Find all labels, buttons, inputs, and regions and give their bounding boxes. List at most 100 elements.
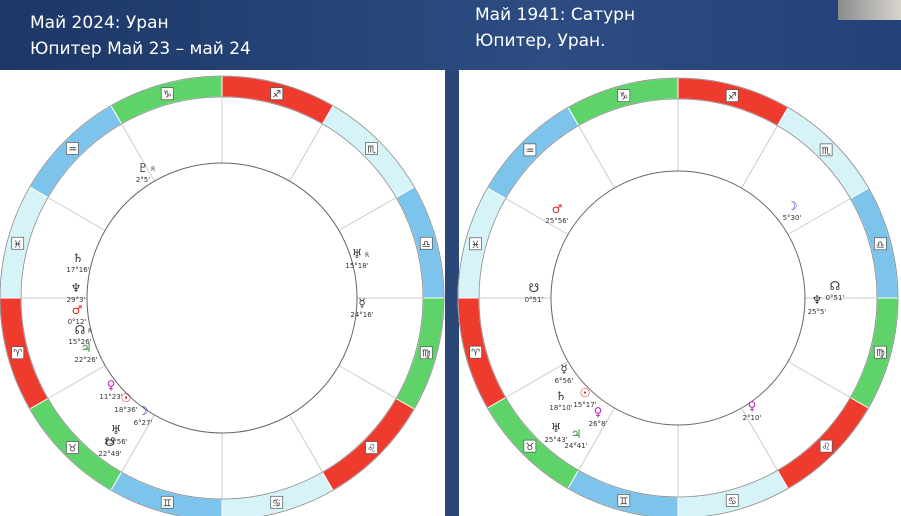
planet-degree: 22°26' [74,356,97,364]
planet-degree: 15°26' [68,338,91,346]
planet-degree: 11°23' [99,393,122,401]
planet-degree: 2°5' [136,176,150,184]
house-line [338,365,397,399]
sign-box [819,143,833,157]
sign-box [11,236,25,250]
sign-box [270,87,284,101]
sign-box [419,236,433,250]
planet-degree: 18°36' [114,406,137,414]
planet-degree: 26°8' [589,420,608,428]
outer-circle [457,77,899,516]
sign-box [160,87,174,101]
planet-glyph: ☉ [580,386,591,400]
house-line [47,365,106,399]
sign-glyph: ♉ [68,444,77,455]
sign-box [66,441,79,454]
sign-box [874,237,887,251]
sign-box [874,345,887,359]
planet-degree: 25°5' [808,308,827,316]
header-line: Май 1941: Сатурн [475,5,636,25]
sign-glyph: ♉ [525,442,534,453]
house-line [741,407,778,471]
planet-degree: 2°10' [743,414,762,422]
planet-degree: 6°27' [134,419,153,427]
planet-glyph: ☿ [560,362,567,376]
sign-glyph: ♊ [619,496,628,507]
planet-glyph: ♀ [107,378,116,392]
sign-box [725,494,739,507]
planet-degree: 0°51' [826,294,845,302]
planet-glyph: ♃ [81,341,92,355]
house-line [578,407,615,471]
planet-glyph: ♆ [812,293,823,307]
planet-degree: 29°3' [67,296,86,304]
sign-glyph: ♋ [728,496,737,507]
sign-glyph: ♎ [876,240,885,251]
planet-glyph: ♄ [73,251,84,265]
sign-glyph: ♏ [367,144,376,155]
sign-glyph: ♏ [822,146,831,157]
sign-glyph: ♍ [876,348,885,359]
sign-glyph: ♒ [68,144,77,155]
sign-box [270,495,284,509]
planet-glyph: ♀ [748,399,757,413]
planet-glyph: ☉ [121,391,132,405]
planet-degree: 0°51' [525,296,544,304]
house-line [47,197,106,231]
planet-glyph: ☋ [529,281,540,295]
sign-box [469,237,482,251]
sign-glyph: ♋ [272,498,281,509]
planet-glyph: ♂ [552,202,563,216]
sign-glyph: ♌ [822,442,831,453]
house-line [505,198,569,235]
sign-glyph: ♐ [728,92,737,103]
planet-degree: 18°10' [549,404,572,412]
sign-glyph: ♓ [471,240,480,251]
ring-inner-circle [478,98,878,498]
video-thumbnail [838,0,901,20]
header-left: Май 2024: Уран Юпитер Май 23 – май 24 [30,10,251,62]
planet-glyph: ☽ [138,404,149,418]
retrograde-mark: R [365,252,369,259]
sign-box [365,142,378,155]
sign-glyph: ♈ [471,348,480,359]
header-line: Юпитер Май 23 – май 24 [30,39,251,59]
sign-box [523,439,537,453]
planet-degree: 25°56' [104,438,127,446]
sign-glyph: ♑ [619,92,628,103]
planet-glyph: ♀ [594,405,603,419]
inner-circle [86,162,358,434]
house-line [121,414,155,473]
house-line [741,125,778,189]
sign-box [819,439,833,453]
sign-box [523,143,537,157]
planet-glyph: ♃ [571,427,582,441]
sign-box [725,89,739,102]
planet-degree: 22°49' [98,450,121,458]
sign-box [469,345,482,359]
sign-glyph: ♎ [422,239,431,250]
planet-degree: 25°43' [544,436,567,444]
planet-degree: 6°56' [555,377,574,385]
house-line [787,361,851,398]
house-line [787,198,851,235]
planet-glyph: ♂ [72,303,83,317]
title-bar [0,0,901,70]
house-line [289,123,323,182]
house-line [121,123,155,182]
sign-glyph: ♌ [367,444,376,455]
sign-box [617,89,631,102]
planet-degree: 0°12' [68,318,87,326]
planet-glyph: ☽ [787,199,798,213]
sign-glyph: ♈ [13,349,22,360]
sign-glyph: ♍ [422,349,431,360]
sign-glyph: ♓ [13,239,22,250]
planet-degree: 15°18' [345,262,368,270]
retrograde-mark: R [88,328,92,335]
planet-degree: 25°56' [545,217,568,225]
header-line: Май 2024: Уран [30,13,169,33]
planet-degree: 5°30' [783,214,802,222]
planet-degree: 17°16' [66,266,89,274]
